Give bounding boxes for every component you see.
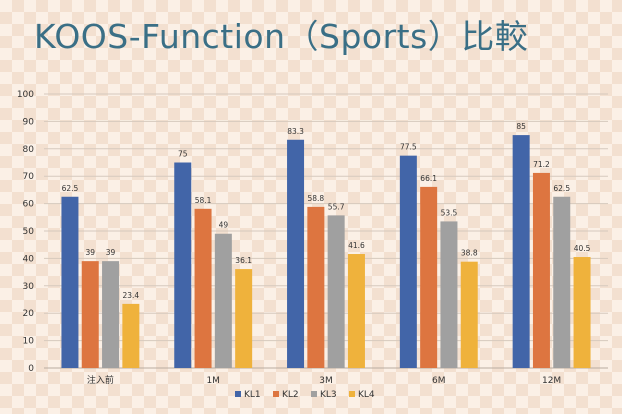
y-tick-label: 20	[23, 309, 35, 319]
bar-kl3	[214, 233, 232, 368]
x-tick-label: 3M	[319, 376, 333, 386]
legend-swatch	[273, 391, 279, 397]
chart-title: KOOS-Function（Sports）比較	[34, 17, 529, 56]
bar-kl4	[122, 303, 140, 368]
legend-label: KL3	[320, 390, 337, 400]
bar-kl2	[307, 206, 325, 368]
bar-kl1	[174, 162, 192, 368]
data-label: 53.5	[441, 208, 458, 217]
bar-kl2	[420, 186, 438, 368]
data-label: 83.3	[287, 127, 304, 136]
y-tick-label: 100	[17, 90, 34, 100]
data-label: 66.1	[420, 174, 437, 183]
bar-kl2	[532, 172, 550, 368]
y-tick-label: 0	[28, 364, 34, 374]
y-tick-label: 30	[23, 282, 35, 292]
data-label: 36.1	[235, 256, 252, 265]
data-label: 41.6	[348, 241, 365, 250]
bar-kl3	[553, 196, 571, 368]
legend-swatch	[349, 391, 355, 397]
data-label: 55.7	[328, 202, 345, 211]
legend-label: KL4	[358, 390, 375, 400]
y-tick-label: 80	[23, 145, 35, 155]
x-tick-label: 注入前	[87, 374, 114, 386]
data-label: 71.2	[533, 160, 550, 169]
data-label: 85	[516, 122, 526, 131]
legend-swatch	[235, 391, 241, 397]
y-tick-label: 60	[23, 200, 35, 210]
x-tick-label: 6M	[432, 376, 446, 386]
legend-label: KL2	[282, 390, 299, 400]
x-tick-label: 1M	[206, 376, 220, 386]
data-label: 39	[106, 248, 116, 257]
data-label: 62.5	[62, 184, 79, 193]
bar-kl1	[512, 135, 530, 368]
data-label: 77.5	[400, 143, 417, 152]
bar-kl4	[235, 269, 253, 368]
y-tick-label: 40	[23, 254, 35, 264]
data-label: 49	[219, 221, 229, 230]
bar-kl3	[440, 221, 458, 368]
bar-kl2	[81, 261, 99, 368]
data-label: 58.1	[195, 196, 212, 205]
bar-kl1	[399, 155, 417, 368]
data-label: 23.4	[122, 291, 139, 300]
data-label: 75	[178, 150, 188, 159]
x-tick-label: 12M	[542, 376, 561, 386]
bar-kl4	[460, 261, 478, 368]
bar-kl4	[573, 257, 591, 368]
bar-kl4	[347, 254, 365, 368]
data-label: 62.5	[553, 184, 570, 193]
legend-label: KL1	[244, 390, 261, 400]
data-label: 38.8	[461, 249, 478, 258]
bar-kl1	[287, 139, 305, 368]
y-tick-label: 70	[23, 172, 35, 182]
bar-kl2	[194, 208, 212, 368]
legend-swatch	[311, 391, 317, 397]
y-tick-label: 50	[23, 227, 35, 237]
bar-kl1	[61, 196, 79, 368]
bar-kl3	[327, 215, 345, 368]
y-tick-label: 90	[23, 117, 35, 127]
y-tick-label: 10	[23, 337, 35, 347]
bar-kl3	[102, 261, 120, 368]
data-label: 40.5	[574, 244, 591, 253]
data-label: 39	[85, 248, 95, 257]
data-label: 58.8	[307, 194, 324, 203]
